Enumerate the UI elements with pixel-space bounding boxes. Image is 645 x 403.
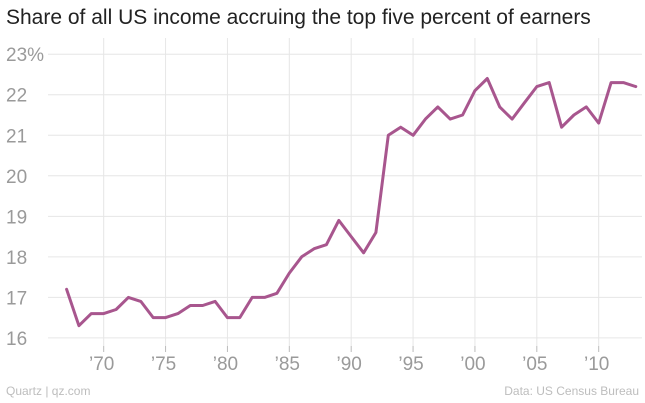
y-tick-label: 18 bbox=[6, 248, 27, 269]
x-tick-label: ’95 bbox=[398, 354, 423, 375]
footer-source-left: Quartz | qz.com bbox=[6, 384, 91, 398]
x-tick-label: ’70 bbox=[89, 354, 114, 375]
y-tick-label: 17 bbox=[6, 288, 27, 309]
series-layer bbox=[65, 77, 638, 328]
x-tick-label: ’90 bbox=[337, 354, 362, 375]
grid-layer bbox=[48, 38, 642, 352]
x-axis-ticks: ’70 ’75 ’80 ’85 ’90 ’95 ’00 ’05 ’10 bbox=[89, 354, 609, 375]
x-tick-label: ’80 bbox=[213, 354, 238, 375]
y-tick-label: 22 bbox=[6, 86, 27, 107]
x-tick-label: ’05 bbox=[522, 354, 547, 375]
y-tick-label: 16 bbox=[6, 329, 27, 350]
chart-title: Share of all US income accruing the top … bbox=[6, 6, 591, 29]
x-tick-label: ’00 bbox=[460, 354, 485, 375]
y-tick-label: 23% bbox=[6, 45, 44, 66]
x-tick-label: ’10 bbox=[584, 354, 609, 375]
y-tick-label: 21 bbox=[6, 126, 27, 147]
x-tick-label: ’85 bbox=[275, 354, 300, 375]
y-tick-label: 19 bbox=[6, 207, 27, 228]
y-tick-label: 20 bbox=[6, 167, 27, 188]
x-tick-label: ’75 bbox=[151, 354, 176, 375]
y-axis-ticks: 16 17 18 19 20 21 22 23% bbox=[6, 45, 44, 350]
footer-source-right: Data: US Census Bureau bbox=[504, 384, 639, 398]
